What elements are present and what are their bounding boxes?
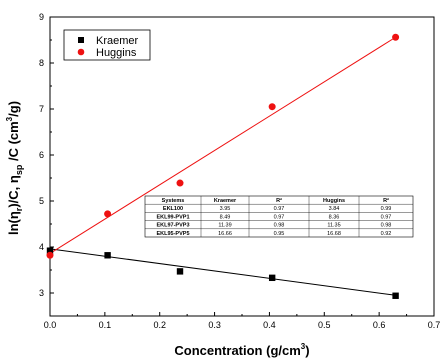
kraemer-point (176, 268, 184, 275)
kraemer-point (392, 292, 399, 299)
x-tick-label: 0.7 (428, 320, 441, 330)
table-cell: 0.98 (381, 223, 392, 229)
y-tick-label: 3 (39, 288, 44, 298)
x-tick-label: 0.3 (208, 320, 221, 330)
table-cell: EKL97-PVP3 (156, 223, 189, 229)
legend-marker-huggins (77, 48, 85, 56)
table-cell: 3.95 (220, 206, 231, 212)
y-axis-title-part: 3 (5, 116, 14, 121)
table-cell: 11.39 (218, 223, 231, 229)
y-tick-label: 7 (39, 104, 44, 114)
y-axis-title-part: η (6, 211, 21, 219)
legend-box (63, 29, 151, 61)
table-cell: 0.95 (274, 231, 285, 237)
y-axis-title-part: sp (14, 164, 24, 175)
y-axis-title: ln(ηr)/C, ηsp /C (cm3/g) (5, 101, 24, 235)
huggins-point (392, 33, 400, 41)
legend-label-kraemer: Kraemer (96, 35, 139, 47)
y-axis-title-part: /C (cm (6, 121, 21, 164)
x-tick-label: 0.5 (318, 320, 331, 330)
table-cell: 3.84 (329, 206, 340, 212)
table-cell: 0.97 (381, 214, 392, 220)
y-axis-title-part: )/C, (6, 183, 21, 208)
table-cell: 8.36 (329, 214, 340, 220)
huggins-point (176, 179, 184, 187)
y-axis-title-part: r (14, 207, 24, 211)
table-cell: EKL95-PVP5 (156, 231, 189, 237)
y-axis-title-part: /g) (6, 101, 21, 117)
legend-label-huggins: Huggins (96, 47, 137, 59)
x-tick-label: 0.4 (263, 320, 276, 330)
x-axis-title: Concentration (g/cm3) (174, 342, 309, 358)
x-tick-label: 0.1 (99, 320, 112, 330)
y-tick-label: 9 (39, 12, 44, 22)
x-tick-label: 0.2 (153, 320, 166, 330)
kraemer-point (104, 252, 111, 259)
table-cell: 0.97 (274, 206, 285, 212)
svg-text:ln(ηr)/C, ηsp /C (cm3/g): ln(ηr)/C, ηsp /C (cm3/g) (5, 101, 24, 235)
axis-ticks: 0.0 0.1 0.2 0.3 0.4 0.5 0.6 0.7 3 4 5 6 7 8 9 (39, 12, 440, 330)
kraemer-point (46, 247, 54, 254)
data-points (46, 33, 400, 299)
y-tick-label: 5 (39, 196, 44, 206)
y-tick-label: 6 (39, 150, 44, 160)
y-tick-label: 4 (39, 242, 44, 252)
x-tick-label: 0.0 (44, 320, 57, 330)
x-tick-label: 0.6 (373, 320, 386, 330)
table-cell: 8.49 (220, 214, 231, 220)
table-header-cell: R² (383, 197, 389, 204)
table-cell: 0.99 (381, 206, 392, 212)
table-header-cell: Kraemer (214, 198, 237, 204)
y-axis-title-part: η (6, 175, 21, 183)
table-cell: EKL99-PVP1 (156, 214, 189, 220)
table-cell: 16.68 (327, 231, 341, 237)
table-cell: 0.92 (381, 231, 392, 237)
table-border (144, 195, 414, 238)
table-header-cell: Systems (162, 198, 185, 204)
huggins-fit-line (49, 36, 396, 254)
table-cell: 0.98 (274, 223, 285, 229)
table-cell: 16.66 (218, 231, 232, 237)
huggins-point (268, 103, 276, 111)
huggins-point (46, 251, 54, 259)
y-tick-label: 8 (39, 58, 44, 68)
table-cell: EKL100 (163, 206, 183, 212)
y-axis-title-part: ln( (6, 218, 21, 235)
table-header-cell: R² (276, 197, 282, 204)
huggins-point (104, 210, 112, 218)
legend-marker-kraemer (78, 37, 84, 43)
parameters-table: Systems Kraemer R² Huggins R² EKL100 3.95 0.97 3… (144, 195, 414, 238)
table-header-cell: Huggins (323, 198, 345, 204)
table-cell: 0.97 (274, 214, 285, 220)
table-cell: 11.35 (327, 223, 340, 229)
kraemer-point (268, 274, 276, 282)
